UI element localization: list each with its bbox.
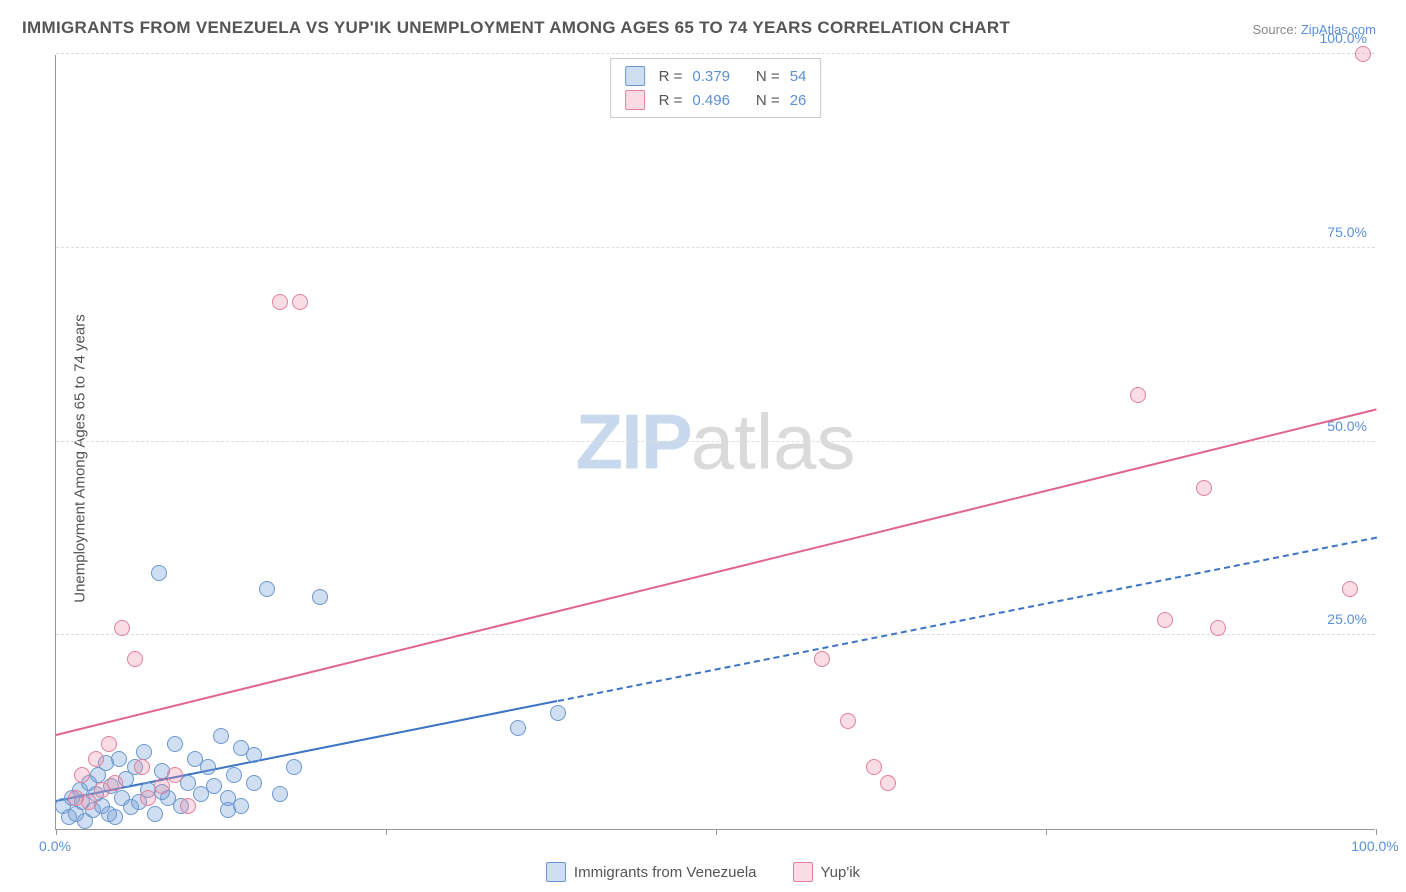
- legend-stats-box: R = 0.379 N = 54 R = 0.496 N = 26: [610, 58, 822, 118]
- data-point-venezuela: [107, 809, 123, 825]
- data-point-venezuela: [136, 744, 152, 760]
- watermark-zip: ZIP: [575, 398, 690, 486]
- x-tick: [386, 829, 387, 835]
- data-point-yupik: [292, 294, 308, 310]
- data-point-yupik: [1157, 612, 1173, 628]
- data-point-yupik: [866, 759, 882, 775]
- data-point-venezuela: [312, 589, 328, 605]
- data-point-yupik: [81, 794, 97, 810]
- data-point-yupik: [107, 775, 123, 791]
- data-point-venezuela: [167, 736, 183, 752]
- legend-swatch: [625, 66, 645, 86]
- data-point-yupik: [1342, 581, 1358, 597]
- data-point-venezuela: [259, 581, 275, 597]
- watermark-atlas: atlas: [691, 398, 856, 486]
- data-point-venezuela: [510, 720, 526, 736]
- legend-series: Immigrants from Venezuela Yup'ik: [0, 862, 1406, 886]
- trend-line: [557, 536, 1376, 701]
- data-point-yupik: [814, 651, 830, 667]
- chart-title: IMMIGRANTS FROM VENEZUELA VS YUP'IK UNEM…: [22, 18, 1010, 38]
- legend-swatch: [546, 862, 566, 882]
- data-point-yupik: [840, 713, 856, 729]
- y-tick-label: 75.0%: [1327, 224, 1367, 240]
- legend-swatch: [625, 90, 645, 110]
- data-point-venezuela: [226, 767, 242, 783]
- stat-n-value: 54: [790, 68, 807, 85]
- data-point-yupik: [880, 775, 896, 791]
- legend-label: Immigrants from Venezuela: [574, 864, 757, 881]
- data-point-venezuela: [111, 751, 127, 767]
- data-point-venezuela: [151, 565, 167, 581]
- watermark: ZIPatlas: [575, 397, 855, 488]
- data-point-venezuela: [147, 806, 163, 822]
- data-point-venezuela: [220, 802, 236, 818]
- stat-r-label: R =: [659, 68, 683, 85]
- gridline: [56, 247, 1375, 248]
- source-prefix: Source:: [1252, 22, 1300, 37]
- data-point-yupik: [88, 751, 104, 767]
- legend-stats-row: R = 0.379 N = 54: [625, 64, 807, 88]
- legend-item: Yup'ik: [793, 862, 861, 882]
- legend-stats-row: R = 0.496 N = 26: [625, 88, 807, 112]
- stat-r-value: 0.496: [692, 92, 730, 109]
- stat-n-label: N =: [756, 92, 780, 109]
- gridline: [56, 441, 1375, 442]
- x-tick: [716, 829, 717, 835]
- x-tick: [56, 829, 57, 835]
- legend-item: Immigrants from Venezuela: [546, 862, 757, 882]
- legend-swatch: [793, 862, 813, 882]
- stat-r-value: 0.379: [692, 68, 730, 85]
- stat-n-label: N =: [756, 68, 780, 85]
- data-point-yupik: [101, 736, 117, 752]
- data-point-yupik: [134, 759, 150, 775]
- gridline: [56, 634, 1375, 635]
- data-point-yupik: [74, 767, 90, 783]
- data-point-venezuela: [286, 759, 302, 775]
- data-point-yupik: [180, 798, 196, 814]
- x-tick: [1376, 829, 1377, 835]
- x-tick-label: 100.0%: [1351, 838, 1398, 880]
- data-point-venezuela: [206, 778, 222, 794]
- data-point-venezuela: [272, 786, 288, 802]
- legend-label: Yup'ik: [821, 864, 861, 881]
- scatter-plot-area: ZIPatlas R = 0.379 N = 54 R = 0.496 N = 26 25.0…: [55, 55, 1375, 830]
- stat-r-label: R =: [659, 92, 683, 109]
- data-point-yupik: [1196, 480, 1212, 496]
- x-tick-label: 0.0%: [39, 838, 71, 880]
- data-point-venezuela: [213, 728, 229, 744]
- data-point-venezuela: [246, 775, 262, 791]
- y-tick-label: 25.0%: [1327, 611, 1367, 627]
- data-point-venezuela: [200, 759, 216, 775]
- data-point-yupik: [114, 620, 130, 636]
- data-point-venezuela: [550, 705, 566, 721]
- data-point-yupik: [272, 294, 288, 310]
- stat-n-value: 26: [790, 92, 807, 109]
- data-point-yupik: [167, 767, 183, 783]
- data-point-venezuela: [233, 740, 249, 756]
- data-point-yupik: [1355, 46, 1371, 62]
- x-tick: [1046, 829, 1047, 835]
- data-point-yupik: [154, 778, 170, 794]
- gridline: [56, 53, 1375, 54]
- data-point-yupik: [1210, 620, 1226, 636]
- data-point-yupik: [127, 651, 143, 667]
- data-point-yupik: [1130, 387, 1146, 403]
- y-tick-label: 100.0%: [1320, 30, 1367, 46]
- data-point-yupik: [140, 790, 156, 806]
- trend-line: [56, 409, 1376, 736]
